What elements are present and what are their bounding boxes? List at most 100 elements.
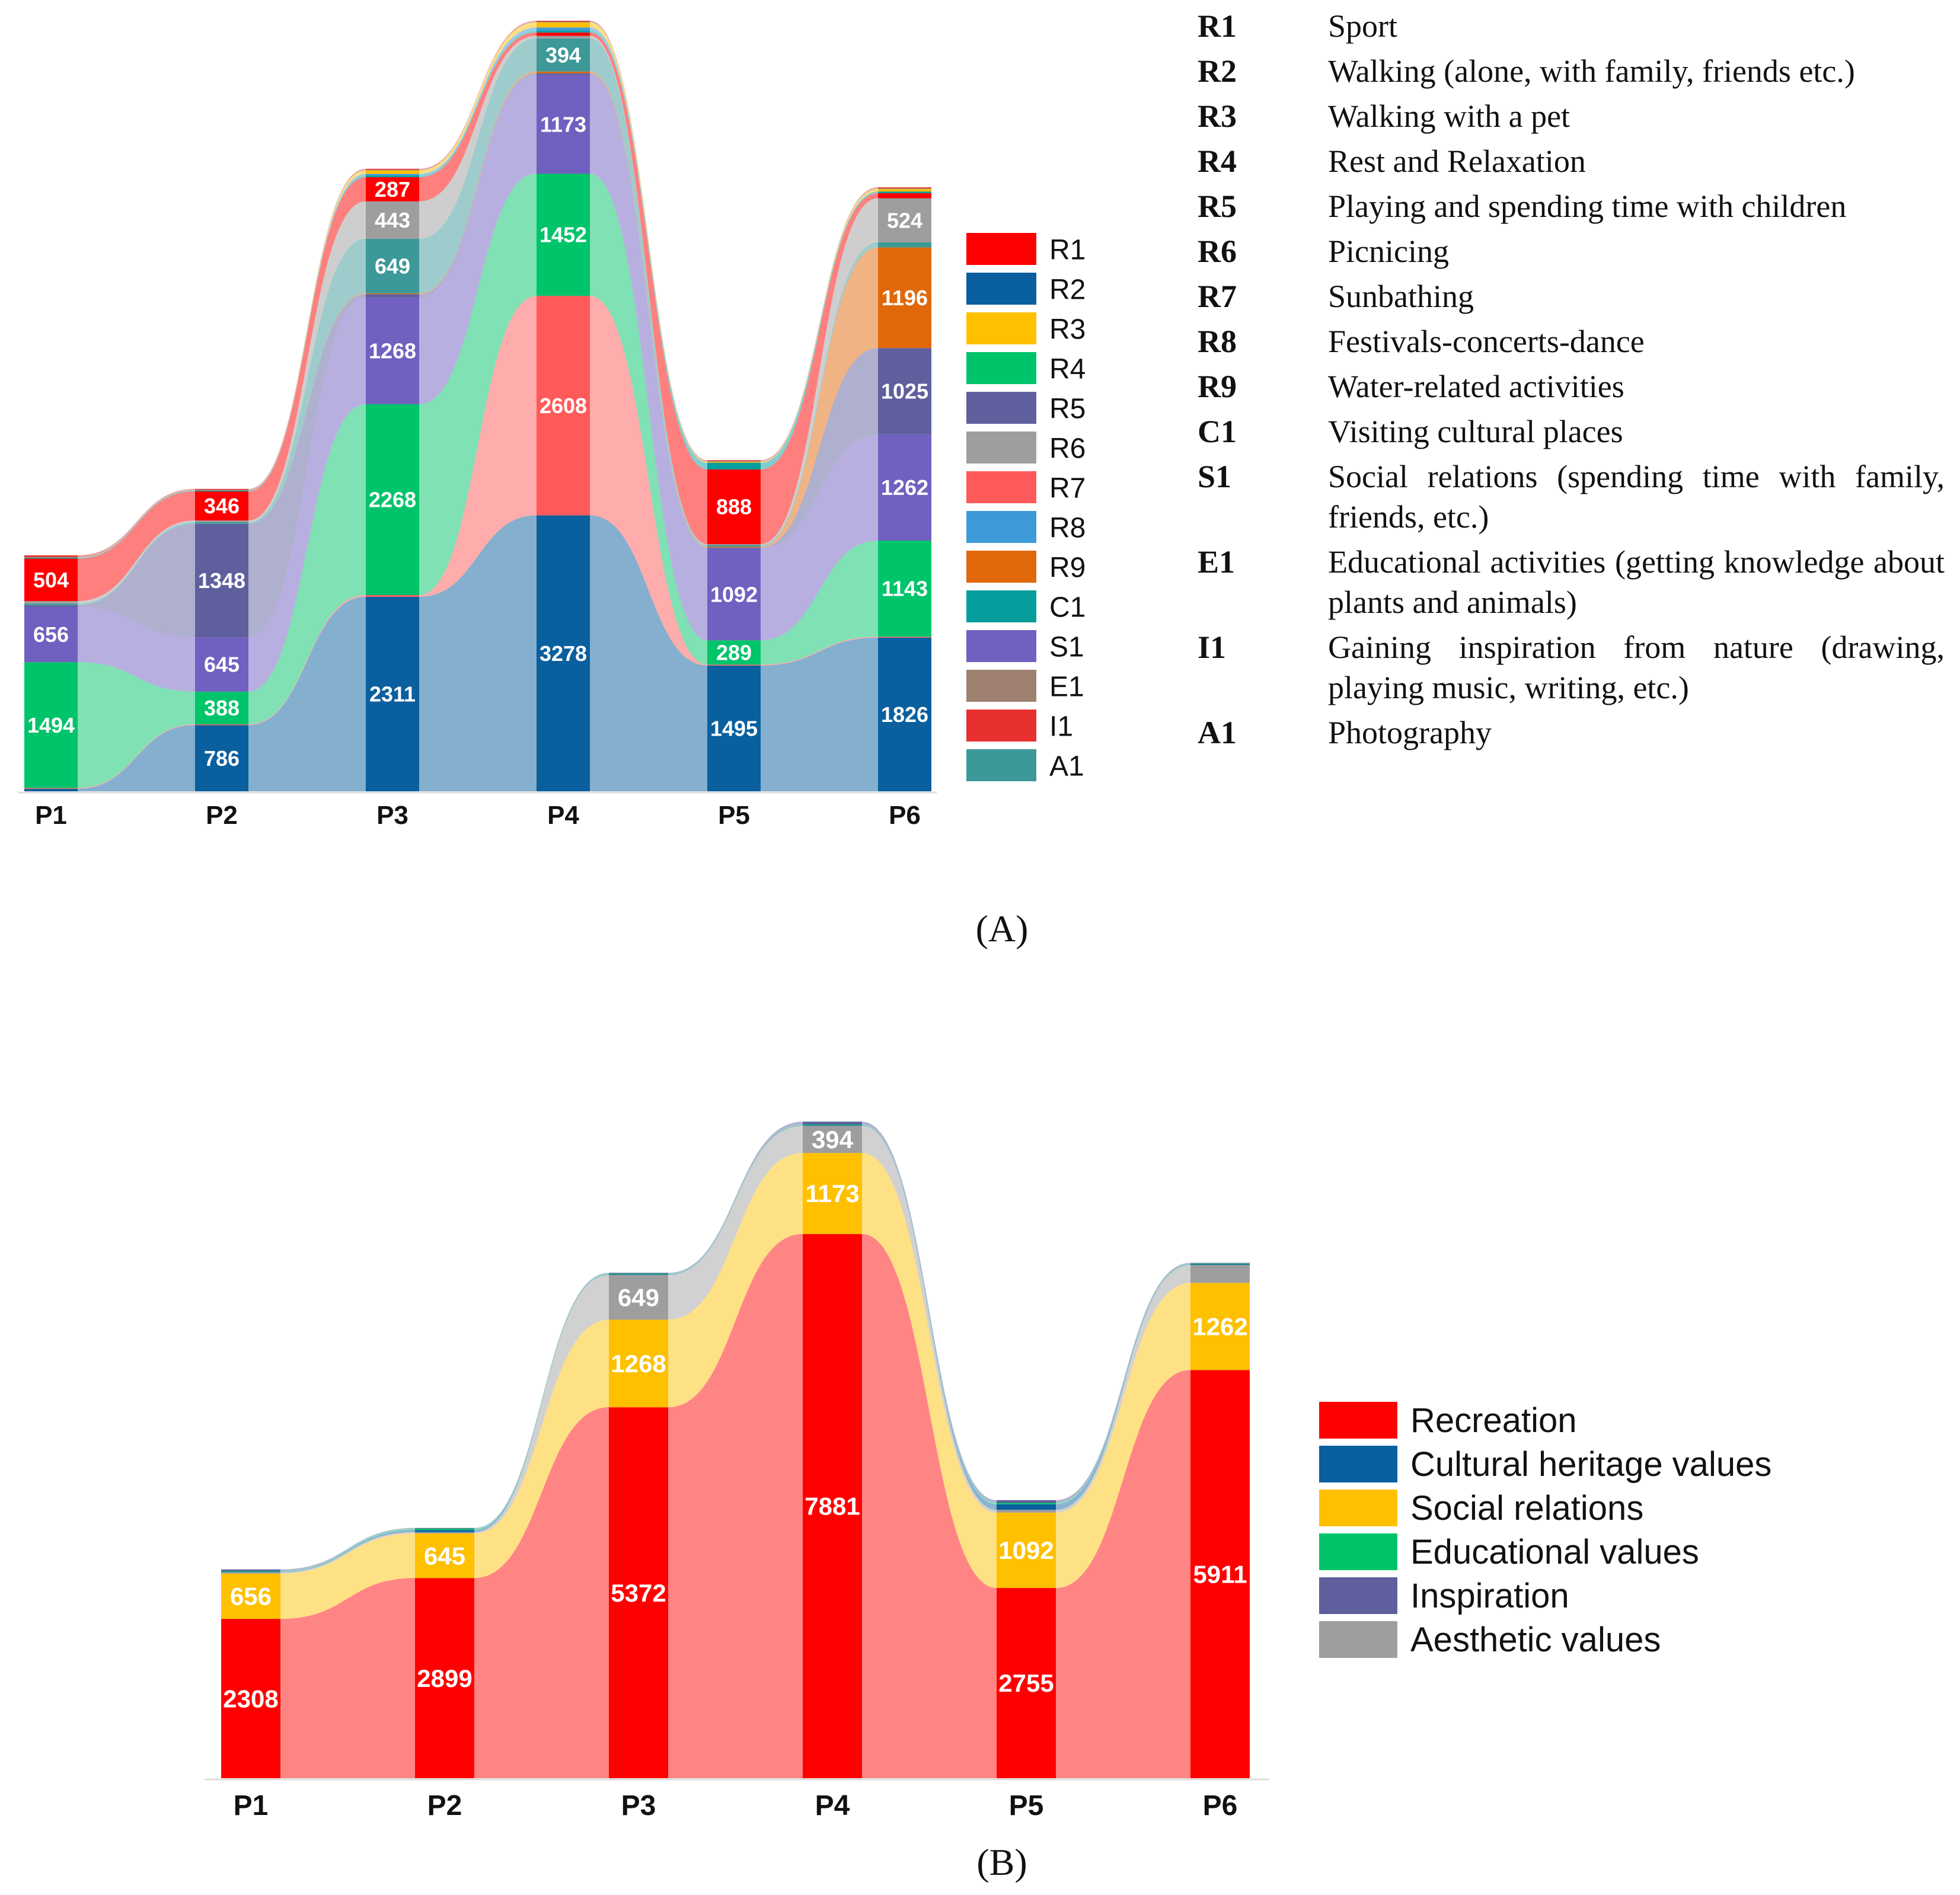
legend-label: R7	[1049, 472, 1086, 504]
flow-band-i1	[419, 20, 537, 170]
flow-band-r9	[590, 71, 707, 548]
bar-segment-p1-r1	[24, 558, 78, 602]
bar-segment-p1-r2	[24, 788, 78, 791]
flow-band-r4	[78, 662, 195, 788]
flow-band-r9	[761, 247, 878, 548]
definition-text: Walking (alone, with family, friends etc…	[1328, 53, 1855, 89]
flow-band-r2	[248, 596, 366, 791]
definition-code: R3	[1198, 98, 1237, 134]
flow-band-r7	[761, 637, 878, 666]
flow-band-r5	[78, 523, 195, 638]
definition-code: R1	[1198, 8, 1237, 44]
data-label: 1025	[881, 379, 928, 404]
bar-segment-p5-r7	[707, 664, 761, 666]
legend-swatch	[966, 670, 1036, 702]
x-tick-label: P2	[206, 801, 238, 830]
legend-swatch	[966, 432, 1036, 464]
definition-row: R7 Sunbathing	[1198, 276, 1945, 317]
definition-row: R5 Playing and spending time with childre…	[1198, 186, 1945, 226]
definition-text: Gaining inspiration from nature (drawing…	[1328, 629, 1945, 705]
bar-segment-p5-i1	[707, 460, 761, 461]
flow-band-c1	[248, 175, 366, 492]
definition-code: R7	[1198, 279, 1237, 314]
flow-band-a1	[761, 242, 878, 547]
definition-row: R4 Rest and Relaxation	[1198, 141, 1945, 181]
bar-segment-p4-r4	[537, 174, 590, 296]
legend-label: S1	[1049, 631, 1084, 663]
bar-segment-p3-s1	[366, 297, 419, 404]
bar-segment-p6-r2	[878, 637, 931, 791]
flow-band-c1	[78, 490, 195, 559]
x-tick-label: P3	[376, 801, 408, 830]
x-tick-label: P4	[547, 801, 579, 830]
bar-segment-p4-r3	[537, 22, 590, 28]
flow-band-r8	[419, 27, 537, 176]
definition-code: R6	[1198, 234, 1237, 269]
bar-segment-p5-e1	[707, 461, 761, 462]
bar-segment-p5-r6	[707, 544, 761, 545]
data-label: 2608	[540, 394, 587, 418]
bar-segment-p4-a1	[537, 38, 590, 72]
data-label: 2311	[369, 682, 416, 707]
flow-band-r9	[248, 293, 366, 524]
definition-text: Photography	[1328, 715, 1492, 750]
panel-a-label: (A)	[975, 907, 1029, 950]
legend-swatch	[966, 749, 1036, 781]
legend-swatch	[966, 630, 1036, 662]
flow-band-s1	[248, 297, 366, 692]
flow-band-r2	[78, 725, 195, 791]
legend-label: R6	[1049, 433, 1086, 464]
definition-text: Festivals-concerts-dance	[1328, 324, 1645, 359]
definition-row: E1 Educational activities (getting knowle…	[1198, 542, 1945, 622]
flow-band-r3	[761, 188, 878, 463]
legend-swatch	[966, 710, 1036, 742]
definition-row: C1 Visiting cultural places	[1198, 411, 1945, 452]
data-label: 1826	[881, 702, 928, 727]
x-tick-label: P6	[889, 801, 921, 830]
bar-segment-p4-c1	[537, 31, 590, 33]
definition-code: I1	[1198, 629, 1227, 665]
definition-text: Social relations (spending time with fam…	[1328, 459, 1945, 535]
flow-band-r1	[590, 32, 707, 545]
bar-segment-p5-r1	[707, 469, 761, 545]
flow-band-a1	[248, 238, 366, 524]
flow-band-a1	[419, 38, 537, 293]
data-label: 1196	[882, 286, 928, 310]
flow-band-r2	[761, 637, 878, 791]
data-label: 1348	[198, 568, 245, 593]
flow-band-r9	[419, 71, 537, 295]
flow-band-r8	[590, 27, 707, 463]
bar-segment-p3-c1	[366, 175, 419, 177]
definition-row: S1 Social relations (spending time with f…	[1198, 456, 1945, 537]
chart-a-data-labels: 1494 656 504 1348 786 645 388 346 2311 2268 1268 64…	[27, 43, 928, 770]
definition-row: R6 Picnicing	[1198, 231, 1945, 271]
definition-text: Walking with a pet	[1328, 98, 1570, 134]
definition-code: C1	[1198, 414, 1237, 449]
bar-segment-p3-r7	[366, 595, 419, 597]
data-label: 388	[204, 696, 240, 720]
flow-band-e1	[248, 170, 366, 491]
bar-segment-p1-r6	[24, 601, 78, 604]
bar-segment-p2-r2	[195, 725, 248, 791]
flow-band-r4	[761, 540, 878, 665]
chart-a-flows	[78, 20, 878, 791]
data-label: 649	[375, 254, 410, 278]
flow-band-r5	[419, 73, 537, 298]
flow-band-r6	[78, 520, 195, 604]
bar-segment-p4-r2	[537, 515, 590, 791]
flow-band-s1	[761, 434, 878, 641]
definition-code: R4	[1198, 143, 1237, 179]
bar-segment-p2-r6	[195, 520, 248, 523]
flow-band-i1	[590, 20, 707, 461]
flow-band-r4	[419, 174, 537, 595]
chart-a-x-axis: P1 P2 P3 P4 P5 P6	[18, 791, 937, 830]
flow-band-i1	[248, 168, 366, 490]
bar-segment-p4-r7	[537, 296, 590, 516]
definition-text: Educational activities (getting knowledg…	[1328, 544, 1945, 620]
bar-segment-p6-a1	[878, 242, 931, 248]
bar-segment-p6-c1	[878, 191, 931, 193]
data-label: 289	[716, 640, 752, 664]
flow-band-i1	[78, 488, 195, 557]
bar-segment-p2-s1	[195, 637, 248, 692]
